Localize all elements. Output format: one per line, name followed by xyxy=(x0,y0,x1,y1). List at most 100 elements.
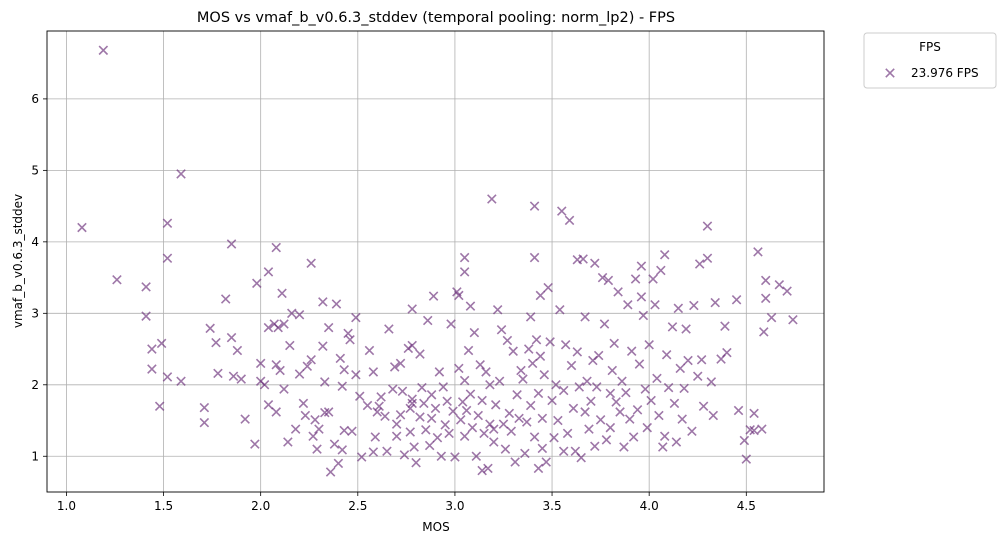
data-point xyxy=(337,381,348,391)
data-point xyxy=(323,322,334,333)
data-point xyxy=(640,384,651,394)
data-point xyxy=(661,350,672,360)
data-point xyxy=(522,417,532,427)
data-point xyxy=(525,312,536,322)
data-point xyxy=(141,311,151,321)
data-point xyxy=(630,274,641,284)
data-point xyxy=(156,338,167,349)
data-point xyxy=(607,365,618,376)
data-point xyxy=(601,435,612,445)
data-point xyxy=(512,390,522,400)
data-point xyxy=(471,451,482,462)
data-point xyxy=(454,363,464,374)
data-point xyxy=(236,374,247,384)
data-point xyxy=(658,442,668,452)
data-point xyxy=(294,309,305,320)
data-point xyxy=(364,345,375,356)
data-point xyxy=(586,396,596,406)
data-point xyxy=(545,337,555,347)
data-point xyxy=(543,282,553,293)
data-point xyxy=(147,344,157,354)
data-point xyxy=(421,425,431,435)
data-point xyxy=(228,371,239,381)
data-point xyxy=(675,363,686,374)
data-point xyxy=(384,324,394,334)
data-points xyxy=(77,45,798,477)
data-point xyxy=(176,376,186,386)
data-point xyxy=(368,367,379,377)
data-point xyxy=(271,360,281,370)
data-point xyxy=(508,346,518,356)
data-point xyxy=(368,447,379,457)
data-point xyxy=(671,437,682,447)
data-point xyxy=(77,222,87,233)
data-point xyxy=(654,410,664,421)
data-point xyxy=(710,297,720,308)
data-point xyxy=(582,376,592,386)
legend-x-marker xyxy=(885,68,895,78)
x-tick-label: 1.0 xyxy=(57,499,76,513)
y-axis-ticks: 1 2 3 4 5 6 xyxy=(31,92,47,463)
data-point xyxy=(232,345,243,356)
legend-label: 23.976 FPS xyxy=(911,66,979,80)
y-tick-label: 2 xyxy=(31,378,39,392)
data-point xyxy=(494,376,505,386)
data-point xyxy=(547,395,557,406)
data-point xyxy=(154,401,165,411)
data-point xyxy=(553,415,563,426)
data-point xyxy=(290,424,301,434)
data-point xyxy=(419,398,429,409)
data-point xyxy=(387,384,398,394)
data-point xyxy=(479,428,489,439)
data-point xyxy=(529,252,540,263)
data-point xyxy=(650,299,660,310)
data-point xyxy=(624,414,635,424)
data-point xyxy=(613,287,623,297)
data-point xyxy=(300,410,311,421)
data-point xyxy=(698,401,709,411)
data-point xyxy=(722,347,732,358)
data-point xyxy=(415,349,425,359)
data-point xyxy=(271,242,281,253)
data-point xyxy=(659,249,670,260)
data-point xyxy=(595,415,606,425)
data-point xyxy=(465,389,476,399)
data-point xyxy=(448,406,458,417)
data-point xyxy=(333,458,344,469)
data-point xyxy=(609,338,619,349)
data-point xyxy=(310,415,320,425)
data-point xyxy=(442,396,452,406)
data-point xyxy=(199,402,210,413)
data-point xyxy=(477,465,487,476)
data-point xyxy=(409,442,419,452)
data-point xyxy=(279,319,289,329)
data-point xyxy=(683,355,693,366)
data-point xyxy=(263,267,274,277)
data-point xyxy=(323,407,334,417)
data-point xyxy=(533,388,544,399)
y-tick-label: 3 xyxy=(31,306,39,320)
data-point xyxy=(459,267,470,277)
data-point xyxy=(576,452,586,463)
data-point xyxy=(591,382,602,392)
data-point xyxy=(782,286,792,296)
data-point xyxy=(399,450,410,460)
data-point xyxy=(749,425,759,436)
data-point xyxy=(667,322,678,332)
data-point xyxy=(537,413,548,424)
data-point xyxy=(339,425,349,436)
data-point xyxy=(533,463,544,474)
data-point xyxy=(271,407,281,417)
data-point xyxy=(558,446,569,457)
data-point xyxy=(760,293,771,304)
data-point xyxy=(636,292,647,302)
data-point xyxy=(426,390,437,400)
data-point xyxy=(617,376,627,386)
data-point xyxy=(454,290,464,301)
data-point xyxy=(527,358,538,369)
data-point xyxy=(539,370,550,380)
data-point xyxy=(634,359,645,369)
data-point xyxy=(529,432,540,442)
data-point xyxy=(708,410,719,421)
data-point xyxy=(273,322,283,333)
